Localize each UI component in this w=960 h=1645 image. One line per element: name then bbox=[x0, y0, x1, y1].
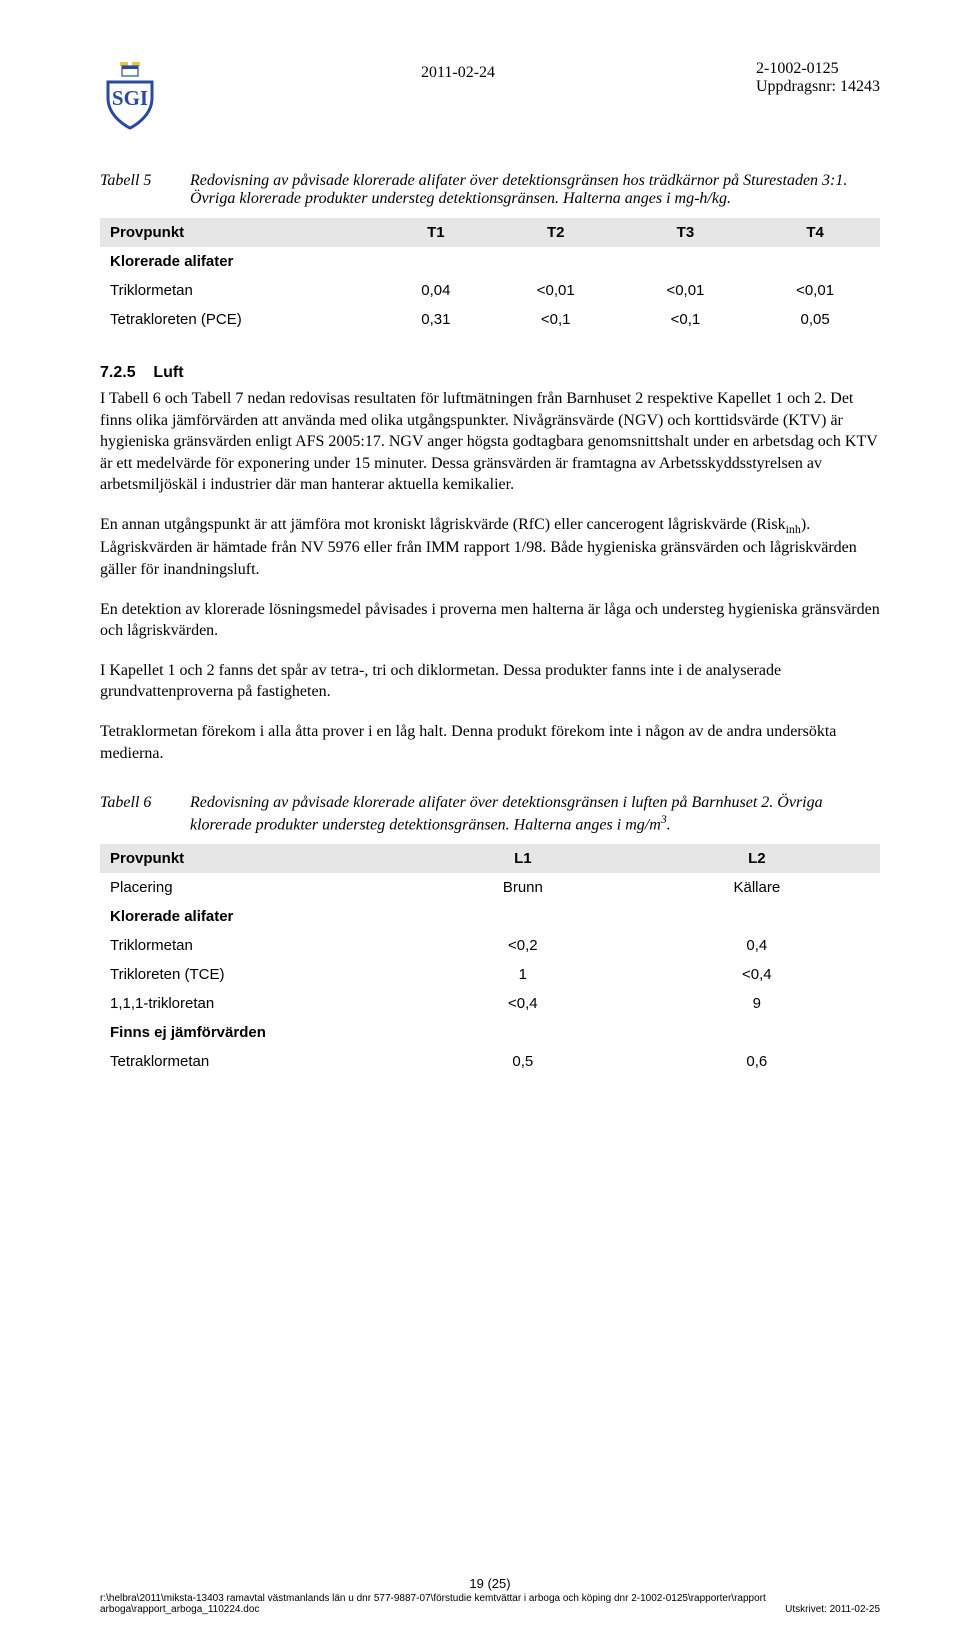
table6-section1: Klorerade alifater bbox=[100, 902, 880, 931]
table-row: 1,1,1-trikloretan <0,4 9 bbox=[100, 989, 880, 1018]
cell: Trikloreten (TCE) bbox=[100, 960, 412, 989]
table6-section2-label: Finns ej jämförvärden bbox=[100, 1018, 880, 1047]
cell: Tetrakloreten (PCE) bbox=[100, 305, 381, 334]
page-header: SGI 2011-02-24 2-1002-0125 Uppdragsnr: 1… bbox=[100, 60, 880, 132]
cell: <0,4 bbox=[412, 989, 634, 1018]
table6-h0: Provpunkt bbox=[100, 844, 412, 873]
cell: 1 bbox=[412, 960, 634, 989]
section-luft-heading: 7.2.5 Luft bbox=[100, 364, 880, 382]
cell: <0,01 bbox=[621, 276, 751, 305]
cell: Tetraklormetan bbox=[100, 1047, 412, 1076]
para-2: En annan utgångspunkt är att jämföra mot… bbox=[100, 514, 880, 581]
cell: Triklormetan bbox=[100, 276, 381, 305]
header-uppdrag: Uppdragsnr: 14243 bbox=[756, 78, 880, 96]
para-5: Tetraklormetan förekom i alla åtta prove… bbox=[100, 721, 880, 764]
footer-path1: r:\helbra\2011\miksta-13403 ramavtal väs… bbox=[100, 1593, 766, 1604]
svg-text:SGI: SGI bbox=[112, 86, 148, 110]
para-2-sub: inh bbox=[786, 522, 801, 536]
cell: Brunn bbox=[412, 873, 634, 902]
table6-desc: Redovisning av påvisade klorerade alifat… bbox=[190, 794, 880, 834]
table6: Provpunkt L1 L2 Placering Brunn Källare … bbox=[100, 844, 880, 1076]
table5-label: Tabell 5 bbox=[100, 172, 190, 190]
page-footer: 19 (25) r:\helbra\2011\miksta-13403 rama… bbox=[100, 1576, 880, 1615]
cell: 0,6 bbox=[634, 1047, 880, 1076]
cell: 0,04 bbox=[381, 276, 491, 305]
table6-h2: L2 bbox=[634, 844, 880, 873]
cell: <0,2 bbox=[412, 931, 634, 960]
table5-h3: T3 bbox=[621, 218, 751, 247]
table5-caption: Tabell 5 Redovisning av påvisade klorera… bbox=[100, 172, 880, 208]
table6-placering: Placering Brunn Källare bbox=[100, 873, 880, 902]
table-row: Triklormetan 0,04 <0,01 <0,01 <0,01 bbox=[100, 276, 880, 305]
table6-h1: L1 bbox=[412, 844, 634, 873]
table-row: Trikloreten (TCE) 1 <0,4 bbox=[100, 960, 880, 989]
header-right: 2-1002-0125 Uppdragsnr: 14243 bbox=[756, 60, 880, 96]
table6-caption-a: Redovisning av påvisade klorerade alifat… bbox=[190, 794, 823, 833]
table6-header-row: Provpunkt L1 L2 bbox=[100, 844, 880, 873]
table6-section1-label: Klorerade alifater bbox=[100, 902, 880, 931]
cell: Placering bbox=[100, 873, 412, 902]
footer-printed: Utskrivet: 2011-02-25 bbox=[785, 1604, 880, 1615]
table5-h2: T2 bbox=[491, 218, 621, 247]
table-row: Tetraklormetan 0,5 0,6 bbox=[100, 1047, 880, 1076]
cell: Källare bbox=[634, 873, 880, 902]
para-3: En detektion av klorerade lösningsmedel … bbox=[100, 599, 880, 642]
para-4: I Kapellet 1 och 2 fanns det spår av tet… bbox=[100, 660, 880, 703]
table5-header-row: Provpunkt T1 T2 T3 T4 bbox=[100, 218, 880, 247]
table6-label: Tabell 6 bbox=[100, 794, 190, 812]
cell: Triklormetan bbox=[100, 931, 412, 960]
table5: Provpunkt T1 T2 T3 T4 Klorerade alifater… bbox=[100, 218, 880, 334]
table5-h4: T4 bbox=[750, 218, 880, 247]
table-row: Tetrakloreten (PCE) 0,31 <0,1 <0,1 0,05 bbox=[100, 305, 880, 334]
table6-caption: Tabell 6 Redovisning av påvisade klorera… bbox=[100, 794, 880, 834]
section-title: Luft bbox=[153, 364, 183, 381]
cell: 9 bbox=[634, 989, 880, 1018]
section-num: 7.2.5 bbox=[100, 364, 136, 381]
cell: 0,4 bbox=[634, 931, 880, 960]
header-date: 2011-02-24 bbox=[421, 60, 495, 82]
footer-page-num: 19 (25) bbox=[100, 1576, 880, 1591]
footer-path2: arboga\rapport_arboga_110224.doc bbox=[100, 1604, 259, 1615]
table5-h0: Provpunkt bbox=[100, 218, 381, 247]
table6-section2: Finns ej jämförvärden bbox=[100, 1018, 880, 1047]
table6-caption-b: . bbox=[667, 816, 671, 833]
sgi-logo: SGI bbox=[100, 60, 160, 132]
table5-desc: Redovisning av påvisade klorerade alifat… bbox=[190, 172, 880, 208]
cell: 0,05 bbox=[750, 305, 880, 334]
header-docno: 2-1002-0125 bbox=[756, 60, 880, 78]
cell: <0,4 bbox=[634, 960, 880, 989]
cell: 1,1,1-trikloretan bbox=[100, 989, 412, 1018]
cell: <0,1 bbox=[621, 305, 751, 334]
table-row: Triklormetan <0,2 0,4 bbox=[100, 931, 880, 960]
cell: <0,1 bbox=[491, 305, 621, 334]
cell: 0,5 bbox=[412, 1047, 634, 1076]
cell: 0,31 bbox=[381, 305, 491, 334]
table5-section-label: Klorerade alifater bbox=[100, 247, 880, 276]
para-2a: En annan utgångspunkt är att jämföra mot… bbox=[100, 516, 786, 533]
cell: <0,01 bbox=[491, 276, 621, 305]
cell: <0,01 bbox=[750, 276, 880, 305]
para-1: I Tabell 6 och Tabell 7 nedan redovisas … bbox=[100, 388, 880, 496]
table5-h1: T1 bbox=[381, 218, 491, 247]
table5-section: Klorerade alifater bbox=[100, 247, 880, 276]
